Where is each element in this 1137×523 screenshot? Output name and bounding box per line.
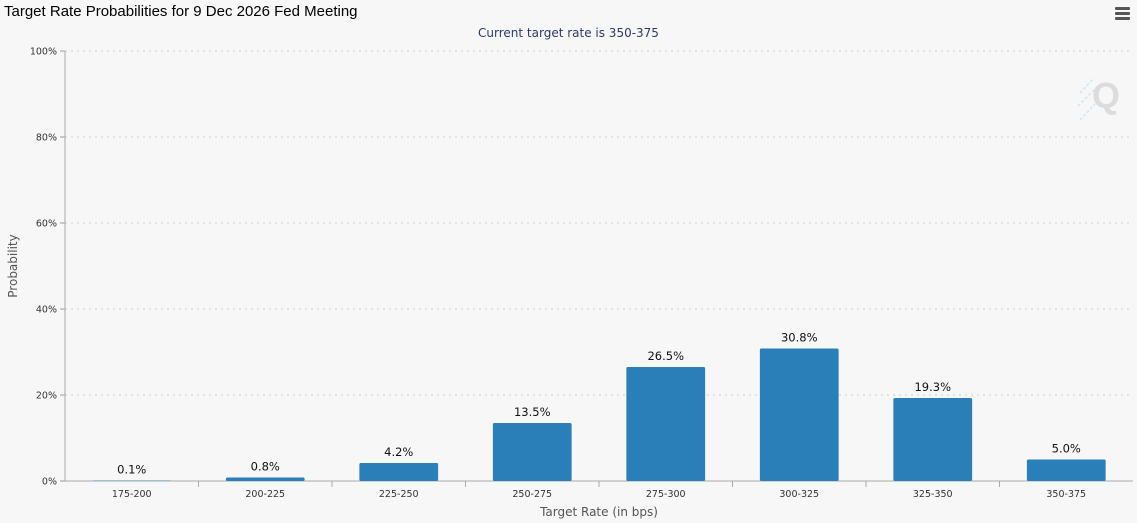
- data-labels: 0.1% 0.8% 4.2% 13.5% 26.5% 30.8% 19.3% 5.0%: [117, 331, 1081, 477]
- data-label: 26.5%: [647, 349, 684, 363]
- y-tick-label: 100%: [30, 47, 57, 58]
- y-tick-label: 20%: [36, 391, 57, 402]
- bar[interactable]: [1026, 459, 1106, 482]
- x-tick-label: 300-325: [779, 489, 819, 500]
- y-tick-label: 0%: [42, 477, 57, 488]
- bars: [92, 348, 1106, 482]
- x-tick-label: 250-275: [512, 489, 552, 500]
- bar[interactable]: [626, 367, 706, 481]
- chart-subtitle: Current target rate is 350-375: [478, 26, 659, 40]
- x-tick-label: 325-350: [913, 489, 953, 500]
- x-tick-label: 275-300: [646, 489, 686, 500]
- bar[interactable]: [225, 477, 305, 481]
- bar[interactable]: [893, 398, 973, 481]
- svg-text:Q: Q: [1092, 75, 1120, 116]
- data-label: 13.5%: [514, 405, 551, 419]
- x-tick-label: 225-250: [379, 489, 419, 500]
- data-label: 30.8%: [781, 331, 818, 345]
- bar[interactable]: [359, 462, 439, 481]
- x-tick-label: 175-200: [112, 489, 152, 500]
- y-axis-title: Probability: [6, 234, 20, 297]
- x-tick-label: 350-375: [1046, 489, 1086, 500]
- y-tick-label: 40%: [36, 305, 57, 316]
- y-tick-label: 60%: [36, 219, 57, 230]
- data-label: 0.1%: [117, 463, 146, 477]
- data-label: 5.0%: [1052, 442, 1081, 456]
- x-axis-title: Target Rate (in bps): [539, 505, 658, 519]
- bar[interactable]: [759, 348, 839, 481]
- data-label: 0.8%: [251, 460, 280, 474]
- q-logo-icon: Q: [1077, 75, 1120, 121]
- data-label: 4.2%: [384, 445, 413, 459]
- y-tick-label: 80%: [36, 133, 57, 144]
- gridlines: [65, 50, 1133, 396]
- page-title: Target Rate Probabilities for 9 Dec 2026…: [4, 3, 358, 20]
- bar[interactable]: [492, 422, 572, 481]
- x-tick-label: 200-225: [245, 489, 285, 500]
- data-label: 19.3%: [914, 380, 951, 394]
- hamburger-menu-icon[interactable]: [1115, 7, 1130, 21]
